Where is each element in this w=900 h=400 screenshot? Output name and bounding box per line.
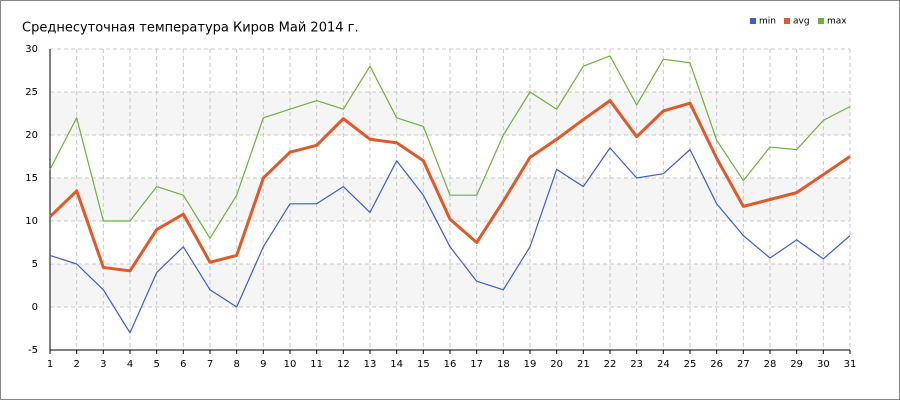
x-tick-label: 30 <box>817 359 830 370</box>
x-tick-label: 18 <box>497 359 510 370</box>
x-tick-label: 7 <box>207 359 213 370</box>
x-tick-label: 28 <box>764 359 777 370</box>
y-tick-label: 5 <box>32 259 38 270</box>
x-tick-label: 4 <box>127 359 133 370</box>
legend-label: max <box>827 17 847 27</box>
y-tick-label: 20 <box>25 130 38 141</box>
x-tick-label: 6 <box>180 359 186 370</box>
x-tick-label: 24 <box>657 359 670 370</box>
legend-swatch <box>750 18 756 24</box>
x-tick-label: 1 <box>47 359 53 370</box>
x-tick-label: 29 <box>790 359 803 370</box>
x-tick-label: 25 <box>684 359 697 370</box>
x-tick-label: 19 <box>524 359 537 370</box>
band <box>50 264 850 307</box>
x-tick-label: 3 <box>100 359 106 370</box>
x-tick-label: 5 <box>153 359 159 370</box>
x-tick-label: 16 <box>444 359 457 370</box>
chart-title: Среднесуточная температура Киров Май 201… <box>22 21 359 36</box>
x-tick-label: 27 <box>737 359 750 370</box>
x-tick-label: 12 <box>337 359 350 370</box>
series-line <box>48 99 851 273</box>
x-tick-label: 20 <box>550 359 563 370</box>
y-tick-label: 15 <box>25 173 38 184</box>
y-tick-label: 30 <box>25 44 38 55</box>
legend-swatch <box>784 18 790 24</box>
series-line <box>49 147 851 334</box>
x-tick-label: 26 <box>710 359 723 370</box>
x-tick-label: 23 <box>630 359 643 370</box>
y-tick-label: 10 <box>25 216 38 227</box>
x-tick-label: 31 <box>844 359 857 370</box>
x-tick-label: 9 <box>260 359 266 370</box>
legend-swatch <box>818 18 824 24</box>
x-tick-label: 13 <box>364 359 377 370</box>
x-tick-label: 14 <box>390 359 403 370</box>
x-tick-label: 11 <box>310 359 323 370</box>
legend-label: avg <box>793 17 810 27</box>
x-tick-label: 21 <box>577 359 590 370</box>
x-tick-label: 17 <box>470 359 483 370</box>
legend-label: min <box>759 17 776 27</box>
x-tick-label: 8 <box>233 359 239 370</box>
y-tick-label: 25 <box>25 87 38 98</box>
y-tick-label: -5 <box>28 345 38 356</box>
x-tick-label: 22 <box>604 359 617 370</box>
y-tick-label: 0 <box>32 302 38 313</box>
x-tick-label: 2 <box>73 359 79 370</box>
series-line <box>49 55 851 239</box>
x-tick-label: 15 <box>417 359 430 370</box>
x-tick-label: 10 <box>284 359 297 370</box>
